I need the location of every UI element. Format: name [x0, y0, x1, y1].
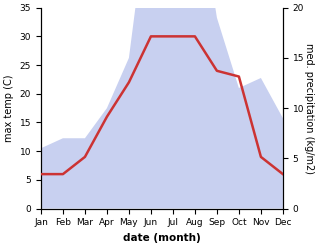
Y-axis label: med. precipitation (kg/m2): med. precipitation (kg/m2)	[304, 43, 314, 174]
X-axis label: date (month): date (month)	[123, 233, 201, 243]
Y-axis label: max temp (C): max temp (C)	[4, 74, 14, 142]
